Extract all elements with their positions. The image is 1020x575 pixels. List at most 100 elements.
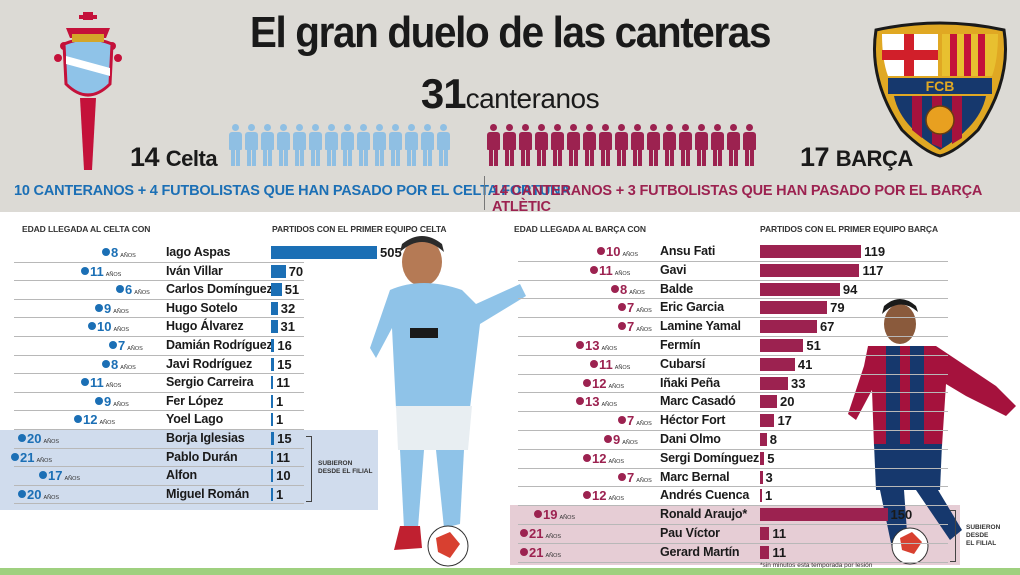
celta-people-row — [228, 124, 451, 168]
subtitle-divider — [484, 176, 485, 210]
age-marker: 20 AÑOS — [18, 431, 59, 446]
barca-person-icon — [630, 124, 645, 168]
player-name: Iñaki Peña — [660, 375, 720, 390]
barca-person-icon — [694, 124, 709, 168]
age-value: 20 — [27, 431, 42, 446]
celta-filial-band — [0, 430, 378, 510]
age-unit: AÑOS — [120, 253, 136, 259]
age-value: 7 — [627, 300, 635, 316]
player-name: Yoel Lago — [166, 412, 224, 427]
age-value: 12 — [592, 450, 607, 466]
age-dot — [18, 489, 26, 498]
row-divider — [518, 448, 948, 450]
age-marker: 7 AÑOS — [618, 319, 652, 334]
age-dot — [74, 415, 82, 424]
age-unit: AÑOS — [113, 308, 129, 315]
age-unit: AÑOS — [622, 440, 638, 446]
player-name: Ronald Araujo* — [660, 507, 748, 522]
age-value: 11 — [90, 375, 104, 391]
matches-value: 32 — [280, 300, 296, 316]
player-name: Hugo Álvarez — [166, 319, 244, 334]
age-dot — [18, 434, 26, 442]
matches-bar — [760, 545, 770, 559]
matches-bar — [760, 451, 765, 465]
age-value: 6 — [125, 282, 133, 298]
matches-bar — [760, 357, 795, 371]
matches-value: 20 — [780, 394, 795, 410]
age-value: 19 — [543, 507, 558, 523]
matches-bar — [271, 283, 282, 297]
age-marker: 6 AÑOS — [116, 282, 150, 297]
age-unit: AÑOS — [113, 401, 129, 408]
age-dot — [520, 529, 528, 537]
age-unit: AÑOS — [99, 420, 116, 427]
total-number: 31 — [420, 70, 467, 117]
player-name: Borja Iglesias — [166, 431, 245, 445]
age-value: 13 — [585, 338, 600, 353]
matches-bar — [760, 470, 763, 484]
celta-person-icon — [388, 124, 403, 168]
row-divider — [14, 466, 304, 468]
player-name: Gerard Martín — [660, 544, 740, 559]
age-marker: 7 AÑOS — [618, 413, 652, 428]
age-marker: 11 AÑOS — [81, 375, 121, 390]
matches-value: 5 — [767, 450, 775, 466]
celta-person-icon — [436, 124, 451, 168]
row-divider — [14, 410, 304, 412]
barca-person-icon — [646, 124, 661, 168]
age-marker: 12 AÑOS — [583, 488, 624, 503]
svg-text:FCB: FCB — [926, 78, 955, 94]
barca-person-icon — [518, 124, 533, 168]
player-name: Fer López — [166, 393, 224, 408]
matches-bar — [271, 320, 278, 334]
age-unit: AÑOS — [608, 496, 625, 503]
age-marker: 17 AÑOS — [39, 468, 80, 483]
age-marker: 8 AÑOS — [102, 245, 136, 260]
celta-person-icon — [244, 124, 259, 168]
player-name: Marc Bernal — [660, 469, 730, 484]
matches-bar — [760, 489, 762, 503]
row-divider — [14, 391, 304, 393]
player-name: Sergi Domínguez — [660, 450, 760, 465]
barca-person-icon — [614, 124, 629, 168]
row-divider — [14, 261, 304, 263]
celta-filial-label-line1: SUBIERON — [318, 460, 353, 467]
matches-value: 3 — [765, 469, 773, 485]
page-title: El gran duelo de las canteras — [249, 8, 772, 57]
player-name: Carlos Domínguez — [166, 282, 273, 297]
player-name: Fermín — [660, 338, 701, 352]
matches-bar — [271, 339, 275, 352]
row-divider — [518, 354, 948, 356]
matches-value: 10 — [276, 468, 291, 484]
matches-value: 16 — [277, 338, 292, 353]
age-unit: AÑOS — [120, 364, 136, 371]
matches-value: 67 — [819, 319, 835, 335]
player-name: Miguel Román — [166, 486, 250, 501]
matches-value: 1 — [276, 486, 284, 502]
celta-person-icon — [308, 124, 323, 168]
age-unit: AÑOS — [601, 346, 618, 352]
matches-bar — [760, 245, 862, 258]
bottom-strip — [0, 568, 1020, 575]
celta-count-number: 14 — [130, 142, 160, 172]
age-dot — [520, 547, 528, 556]
barca-matches-header: PARTIDOS CON EL PRIMER EQUIPO BARÇA — [760, 224, 939, 234]
age-dot — [618, 416, 626, 425]
matches-bar — [271, 357, 275, 371]
age-marker: 11 AÑOS — [590, 357, 630, 372]
age-dot — [109, 341, 117, 349]
barca-count: 17 BARÇA — [800, 142, 913, 173]
age-value: 17 — [48, 468, 63, 484]
age-value: 9 — [613, 432, 621, 447]
matches-bar — [760, 414, 775, 428]
age-marker: 9 AÑOS — [95, 301, 129, 316]
row-divider — [518, 298, 948, 300]
age-value: 12 — [83, 412, 98, 428]
age-dot — [95, 396, 103, 405]
age-marker: 12 AÑOS — [583, 376, 624, 391]
age-unit: AÑOS — [601, 402, 618, 409]
player-name: Dani Olmo — [660, 432, 721, 446]
matches-bar — [271, 301, 278, 315]
barca-person-icon — [534, 124, 549, 168]
matches-value: 117 — [862, 262, 884, 278]
